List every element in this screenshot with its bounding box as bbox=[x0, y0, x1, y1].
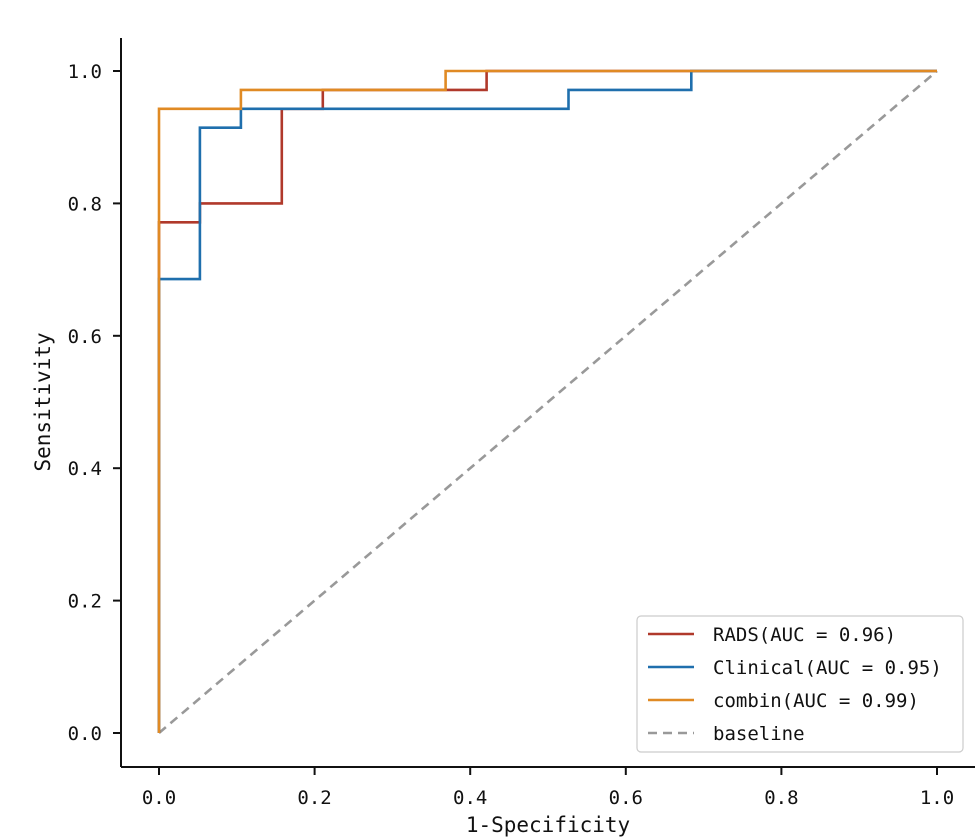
legend-box bbox=[636, 615, 964, 753]
legend-label-2: combin(AUC = 0.99) bbox=[713, 690, 919, 712]
y-tick-label: 0.8 bbox=[68, 193, 102, 215]
x-tick-label: 0.2 bbox=[297, 787, 331, 809]
y-tick-label: 0.0 bbox=[68, 723, 102, 745]
series-line-3 bbox=[158, 70, 938, 734]
x-tick-label: 1.0 bbox=[920, 787, 954, 809]
x-axis-label: 1-Specificity bbox=[466, 813, 630, 837]
series-line-2 bbox=[157, 69, 937, 733]
legend: RADS(AUC = 0.96) Clinical(AUC = 0.95) comb… bbox=[636, 615, 964, 753]
y-tick-label: 0.2 bbox=[68, 591, 102, 613]
legend-label-0: RADS(AUC = 0.96) bbox=[713, 624, 896, 646]
x-tick-label: 0.8 bbox=[764, 787, 798, 809]
x-tick-label: 0.6 bbox=[609, 787, 643, 809]
axes-layer: 0.0 0.2 0.4 0.6 0.8 1.0 0.0 0.2 0.4 0.6 0.8 1.0 bbox=[68, 38, 975, 809]
y-axis-label: Sensitivity bbox=[31, 332, 55, 471]
y-tick-label: 0.4 bbox=[68, 458, 102, 480]
x-tick-label: 0.0 bbox=[142, 787, 176, 809]
y-tick-label: 0.6 bbox=[68, 326, 102, 348]
curves-layer bbox=[157, 69, 938, 734]
legend-label-1: Clinical(AUC = 0.95) bbox=[713, 657, 942, 679]
x-tick-label: 0.4 bbox=[453, 787, 487, 809]
y-tick-label: 1.0 bbox=[68, 61, 102, 83]
legend-label-3: baseline bbox=[713, 723, 805, 745]
